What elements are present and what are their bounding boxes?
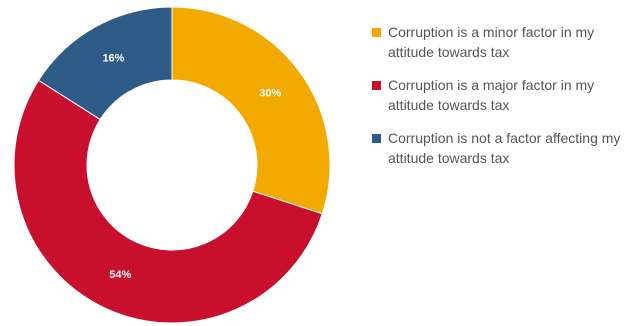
legend-label-major-factor: Corruption is a major factor in my attit… [388, 77, 595, 113]
legend-swatch-minor-factor [372, 28, 381, 37]
slice-label-major-factor: 54% [109, 269, 131, 281]
legend-swatch-major-factor [372, 81, 381, 90]
legend-swatch-not-a-factor [372, 134, 381, 143]
slice-label-not-a-factor: 16% [102, 52, 124, 64]
donut-chart: 30% 54% 16% [13, 6, 331, 324]
legend-item-not-a-factor: Corruption is not a factor affecting my … [372, 128, 630, 168]
slice-label-minor-factor: 30% [259, 87, 281, 99]
chart-legend: Corruption is a minor factor in my attit… [372, 22, 630, 181]
donut-slice-minor-factor [171, 6, 331, 215]
donut-slice-not-a-factor [37, 6, 173, 121]
donut-slice-major-factor [13, 79, 323, 324]
legend-label-not-a-factor: Corruption is not a factor affecting my … [388, 130, 621, 166]
legend-item-minor-factor: Corruption is a minor factor in my attit… [372, 22, 630, 62]
legend-item-major-factor: Corruption is a major factor in my attit… [372, 75, 630, 115]
legend-label-minor-factor: Corruption is a minor factor in my attit… [388, 24, 595, 60]
